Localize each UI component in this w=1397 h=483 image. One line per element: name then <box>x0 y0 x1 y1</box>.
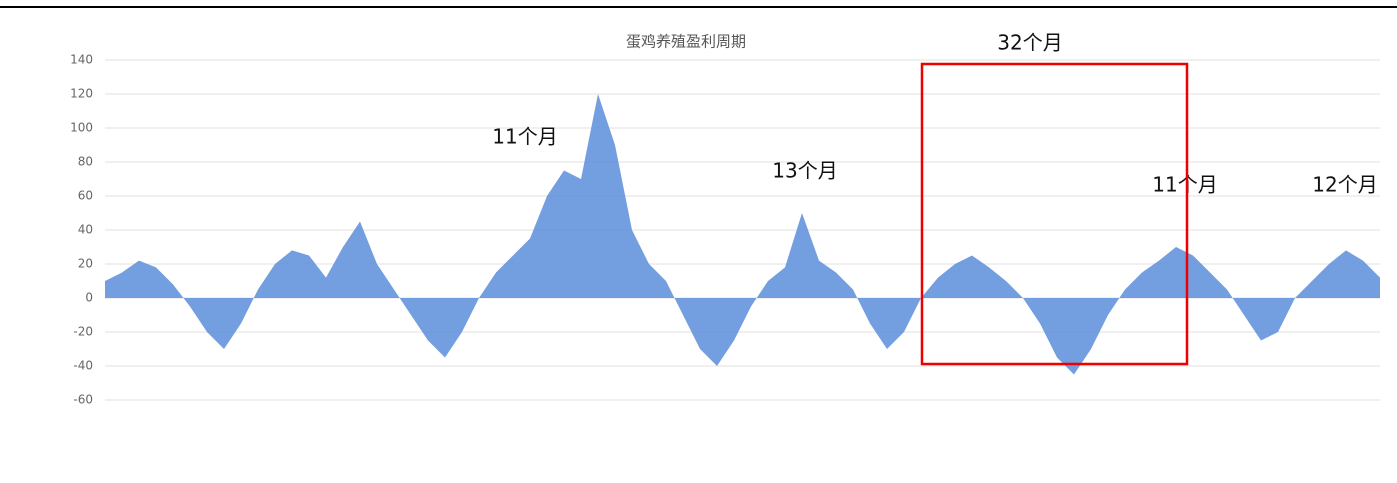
annotation: 13个月 <box>772 159 837 183</box>
y-tick-label: -60 <box>73 393 93 407</box>
y-tick-label: 20 <box>78 257 93 271</box>
highlight-box <box>920 62 1189 366</box>
y-tick-label: -20 <box>73 325 93 339</box>
y-tick-label: 0 <box>85 291 93 305</box>
y-tick-label: 80 <box>78 155 93 169</box>
area <box>105 94 1380 375</box>
annotation: 11个月 <box>492 125 557 149</box>
annotation: 12个月 <box>1312 173 1377 197</box>
y-tick-label: 60 <box>78 189 93 203</box>
y-tick-label: 40 <box>78 223 93 237</box>
annotation: 32个月 <box>997 31 1062 55</box>
y-tick-label: 100 <box>70 121 93 135</box>
annotation: 11个月 <box>1152 173 1217 197</box>
chart-title: 蛋鸡养殖盈利周期 <box>626 33 746 51</box>
y-tick-label: 140 <box>70 53 93 67</box>
y-tick-label: 120 <box>70 87 93 101</box>
y-tick-label: -40 <box>73 359 93 373</box>
